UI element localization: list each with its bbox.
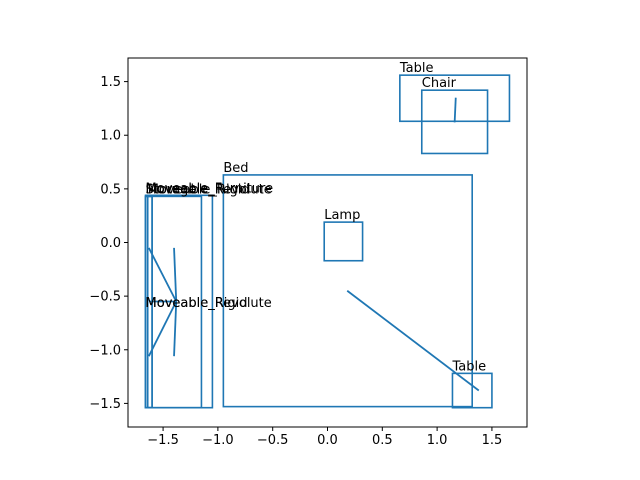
x-tick-label: 0.5 — [372, 433, 393, 448]
object-label: Table — [399, 61, 434, 76]
x-tick-label: 1.0 — [427, 433, 448, 448]
object-label: Moveable_Furniture — [146, 181, 274, 196]
chart-marks — [144, 74, 511, 409]
object-box — [451, 372, 493, 409]
object-segment — [173, 247, 178, 302]
object-labels: BedLampTableChairTableMoveable_Furniture… — [146, 61, 487, 374]
object-segment — [148, 301, 178, 357]
y-axis: −1.5 −1.0 −0.5 0.0 0.5 1.0 1.5 — [89, 75, 128, 412]
y-tick-label: −1.5 — [89, 397, 121, 412]
object-box — [323, 221, 364, 262]
x-tick-label: −1.5 — [147, 433, 179, 448]
object-segment — [453, 97, 457, 123]
x-axis: −1.5 −1.0 −0.5 0.0 0.5 1.0 1.5 — [147, 427, 502, 448]
object-label: Storage — [146, 182, 197, 197]
object-label: Lamp — [324, 208, 360, 223]
object-label: Bed — [223, 161, 248, 176]
object-label: Chair — [422, 76, 457, 91]
object-label: Moveable_Rigid — [146, 296, 248, 311]
object-label: Moveable_Revolute — [146, 296, 272, 311]
x-tick-label: −0.5 — [257, 433, 289, 448]
object-box — [222, 174, 473, 408]
x-tick-label: −1.0 — [202, 433, 234, 448]
y-tick-label: 1.5 — [100, 75, 121, 90]
object-segment — [346, 290, 480, 392]
x-tick-label: 1.5 — [482, 433, 503, 448]
y-tick-label: 0.5 — [100, 182, 121, 197]
y-tick-label: −0.5 — [89, 290, 121, 305]
object-label: Moveable_Rigid — [148, 182, 250, 197]
y-tick-label: −1.0 — [89, 343, 121, 358]
x-tick-label: 0.0 — [317, 433, 338, 448]
object-segment — [173, 301, 178, 357]
object-label: Table — [451, 359, 486, 374]
object-label: Moveable_Revolute — [146, 182, 272, 197]
object-segment — [148, 247, 178, 302]
y-tick-label: 0.0 — [100, 236, 121, 251]
object-box — [420, 89, 489, 155]
y-tick-label: 1.0 — [100, 129, 121, 144]
